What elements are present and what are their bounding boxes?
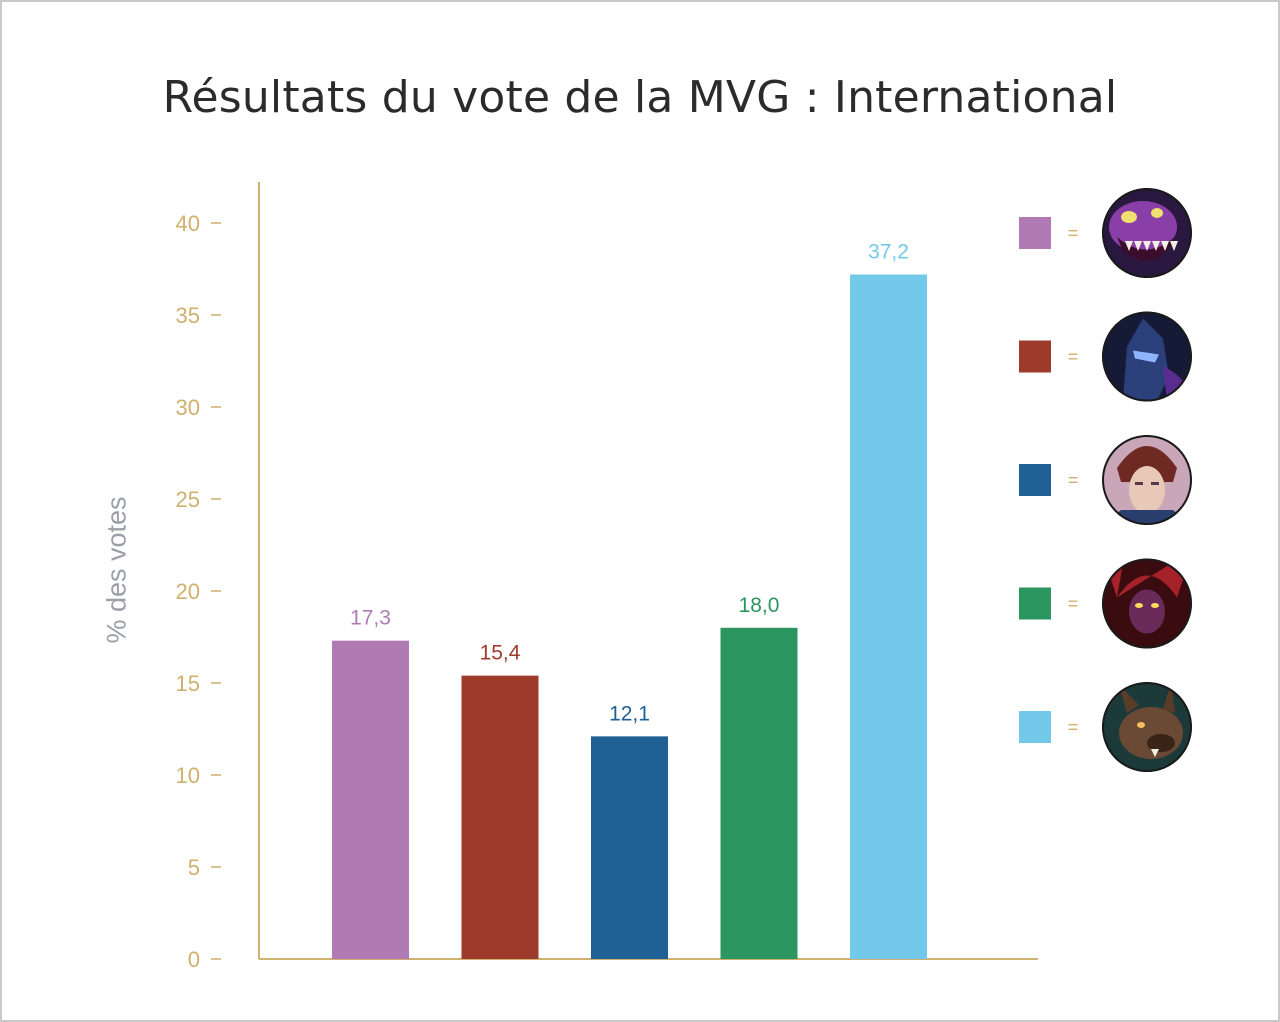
bar-value-label: 15,4 [480, 642, 521, 665]
legend-equals: = [1068, 223, 1079, 243]
bar [720, 627, 798, 959]
bar [461, 675, 539, 959]
legend-swatch [1019, 587, 1051, 620]
bar-value-label: 12,1 [609, 702, 650, 725]
y-tick-label: 5 [188, 855, 200, 880]
bar-value-label: 18,0 [739, 594, 780, 617]
legend-swatch [1019, 711, 1051, 743]
legend-equals: = [1068, 347, 1079, 367]
y-tick-label: 35 [176, 303, 200, 328]
legend-equals: = [1068, 594, 1079, 614]
legend-swatch [1019, 217, 1051, 249]
bar-value-label: 17,3 [350, 607, 391, 630]
legend-equals: = [1068, 717, 1079, 737]
y-tick-label: 0 [188, 947, 200, 972]
dark-armored-champion-portrait-icon [1102, 311, 1192, 402]
legend-swatch [1019, 464, 1051, 496]
chart-title: Résultats du vote de la MVG : Internatio… [162, 72, 1118, 123]
y-tick-label: 20 [176, 579, 200, 604]
y-tick-label: 15 [176, 671, 200, 696]
bar-value-label: 37,2 [868, 241, 909, 264]
bars: 17,3 15,4 12,1 18,0 37,2 [332, 241, 927, 959]
legend: = = = = = [1019, 188, 1192, 772]
legend-equals: = [1068, 470, 1079, 490]
werewolf-portrait-icon [1102, 682, 1192, 772]
bar [850, 274, 927, 959]
helmeted-warrior-portrait-icon [1102, 435, 1192, 525]
y-tick-label: 10 [176, 763, 200, 788]
y-tick-label: 40 [176, 211, 200, 236]
bar [332, 640, 409, 959]
legend-swatch [1019, 340, 1051, 373]
bar [591, 736, 668, 959]
y-tick-label: 25 [176, 487, 200, 512]
y-tick-label: 30 [176, 395, 200, 420]
purple-monster-portrait-icon [1102, 188, 1192, 278]
red-horned-demon-portrait-icon [1102, 558, 1192, 649]
